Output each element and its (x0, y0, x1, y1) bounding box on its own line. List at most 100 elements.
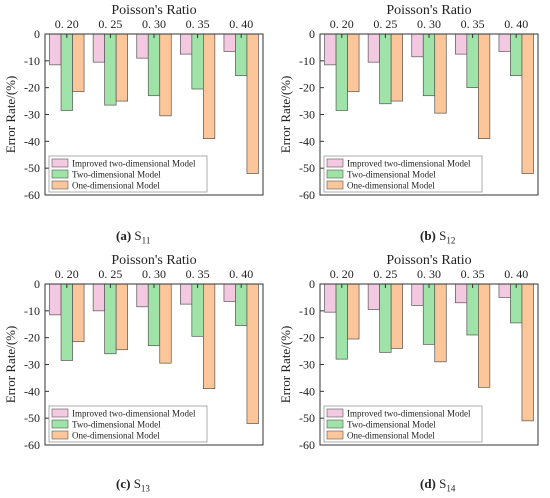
x-tick-label: 0. 35 (461, 267, 485, 281)
y-tick-label: -30 (299, 108, 315, 122)
y-tick-label: -30 (299, 358, 315, 372)
caption-var: S (439, 228, 447, 243)
bar (223, 283, 236, 302)
x-tick-label: 0. 25 (373, 267, 397, 281)
legend-label: Two-dimensional Model (347, 170, 436, 180)
x-tick-label: 0. 20 (330, 17, 354, 31)
legend-swatch (326, 408, 344, 418)
bar (466, 283, 479, 336)
legend-swatch (51, 408, 69, 418)
x-tick-label: 0. 30 (142, 17, 166, 31)
chart-panel-c: Poisson's Ratio Error Rate/(%) 0 -10 -20 -30 -… (0, 250, 275, 498)
bar (324, 283, 337, 313)
bar (191, 283, 204, 337)
legend-swatch (326, 419, 344, 429)
x-tick-label: 0. 30 (417, 267, 441, 281)
legend-label: Improved two-dimensional Model (72, 409, 196, 419)
legend-label: Two-dimensional Model (347, 420, 436, 430)
legend-box (48, 405, 208, 443)
chart-svg-c: Poisson's Ratio Error Rate/(%) 0 -10 -20 -30 -… (3, 253, 264, 452)
x-tick-label: 0. 35 (186, 17, 210, 31)
bar (115, 33, 129, 102)
bar (72, 33, 85, 93)
bar (147, 283, 161, 347)
caption-b: (b) S12 (420, 228, 455, 246)
caption-var: S (133, 476, 141, 491)
y-tick-label: 0 (309, 27, 315, 41)
legend-label: One-dimensional Model (347, 431, 435, 441)
bar (498, 33, 511, 52)
legend-label: One-dimensional Model (72, 431, 160, 441)
bar (411, 283, 424, 306)
y-axis-label: Error Rate/(%) (3, 326, 18, 404)
x-tick-label: 0. 40 (504, 267, 528, 281)
y-axis-label: Error Rate/(%) (3, 76, 18, 154)
y-tick-label: -10 (299, 304, 315, 318)
bar (136, 283, 149, 308)
legend-label: Improved two-dimensional Model (347, 159, 471, 169)
bar (60, 33, 73, 111)
y-tick-label: -20 (24, 81, 40, 95)
bar (49, 33, 62, 66)
y-axis-label: Error Rate/(%) (278, 76, 293, 154)
x-tick-label: 0. 30 (142, 267, 166, 281)
bar (367, 283, 381, 310)
bar (72, 283, 85, 343)
bar (335, 33, 348, 111)
legend-swatch (51, 419, 69, 429)
bar (49, 283, 62, 316)
x-tick-label: 0. 25 (373, 17, 397, 31)
y-tick-label: -40 (299, 134, 315, 148)
legend-swatch (51, 158, 69, 168)
caption-sub: 14 (446, 483, 456, 494)
bar (246, 283, 259, 424)
bar (324, 33, 337, 66)
bar (434, 33, 447, 114)
legend-box (323, 405, 483, 443)
bar (498, 283, 511, 298)
bar (347, 283, 360, 340)
y-tick-label: -40 (24, 384, 40, 398)
bar (104, 33, 117, 106)
bar (367, 33, 381, 63)
chart-panel-b: Poisson's Ratio Error Rate/(%) 0 -10 -20 -30 -… (275, 0, 550, 248)
y-tick-label: -20 (24, 331, 40, 345)
bar (390, 33, 404, 102)
chart-title: Poisson's Ratio (111, 3, 196, 18)
bar (223, 33, 236, 52)
bar (246, 33, 259, 174)
y-tick-label: -30 (24, 108, 40, 122)
legend-label: Two-dimensional Model (72, 420, 161, 430)
bar (379, 283, 392, 353)
bar (92, 33, 106, 63)
legend-box (48, 155, 208, 193)
bar (521, 283, 534, 422)
bar (455, 33, 468, 55)
bar (92, 283, 106, 312)
bar (510, 33, 523, 76)
bar (159, 33, 172, 117)
legend-box (323, 155, 483, 193)
chart-svg-b: Poisson's Ratio Error Rate/(%) 0 -10 -20 -30 -… (278, 3, 539, 202)
y-tick-label: -20 (299, 331, 315, 345)
y-tick-label: -60 (24, 438, 40, 452)
bar (235, 33, 248, 76)
y-tick-label: -50 (299, 161, 315, 175)
x-tick-label: 0. 25 (98, 17, 122, 31)
x-tick-label: 0. 40 (229, 267, 253, 281)
bar (390, 283, 404, 349)
caption-a: (a) S11 (116, 228, 150, 246)
bar (335, 283, 348, 360)
bar (180, 283, 193, 305)
y-tick-label: -40 (299, 384, 315, 398)
caption-var: S (439, 476, 447, 491)
x-tick-label: 0. 40 (504, 17, 528, 31)
bar (191, 33, 204, 90)
x-tick-label: 0. 20 (330, 267, 354, 281)
legend-swatch (51, 180, 69, 190)
bar (478, 33, 491, 140)
bar (235, 283, 248, 326)
caption-sub: 11 (141, 235, 151, 246)
bar (159, 283, 172, 364)
legend-label: Two-dimensional Model (72, 170, 161, 180)
